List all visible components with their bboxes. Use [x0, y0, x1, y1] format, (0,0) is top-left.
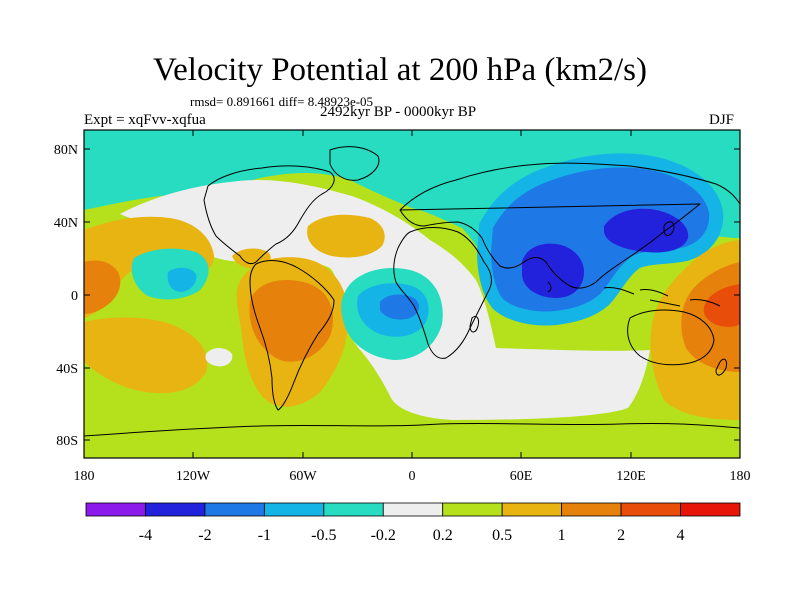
colorbar-swatch	[680, 502, 741, 517]
lon-tick-marks	[83, 130, 741, 458]
contour-spacific-orange	[84, 317, 208, 394]
colorbar-swatch	[145, 502, 206, 517]
colorbar-swatch	[442, 502, 503, 517]
colorbar-swatch	[263, 502, 325, 517]
contour-natlantic-orange	[307, 214, 385, 258]
colorbar-label: -0.2	[371, 527, 396, 544]
colorbar-label: -0.5	[311, 527, 336, 544]
lon-label: 0	[409, 469, 416, 484]
lat-label: 80N	[54, 143, 78, 158]
contour-npacific-orange-core	[84, 260, 121, 314]
lon-label: 60E	[510, 469, 533, 484]
contour-asia-cyan-ring	[476, 153, 724, 326]
colorbar-swatch	[501, 502, 563, 517]
colorbar-label: 2	[617, 527, 625, 544]
colorbar-label: -1	[258, 527, 271, 544]
lat-labels: 80N 40N 0 40S 80S	[54, 143, 78, 449]
colorbar-label: -2	[198, 527, 211, 544]
contour-samerica-core	[249, 280, 334, 362]
lon-label: 60W	[289, 469, 317, 484]
coastlines	[84, 146, 740, 437]
chart-title: Velocity Potential at 200 hPa (km2/s)	[152, 52, 648, 88]
lat-label: 80S	[56, 434, 78, 449]
experiment-label: Expt = xqFvv-xqfua	[84, 112, 206, 128]
colorbar-swatch	[85, 502, 146, 517]
contour-sepacific-white	[205, 348, 233, 367]
period-label: 2492kyr BP - 0000kyr BP	[320, 104, 477, 120]
contour-japan-core	[604, 208, 689, 253]
contour-wpacific-red	[703, 284, 740, 327]
colorbar-swatch	[382, 502, 444, 517]
contour-field	[84, 130, 740, 458]
lon-label: 120W	[176, 469, 211, 484]
colorbar-label: -4	[139, 527, 152, 544]
lat-label: 40N	[54, 216, 78, 231]
lon-label: 180	[74, 469, 95, 484]
colorbar-swatch	[561, 502, 622, 517]
colorbar-label: 4	[677, 527, 685, 544]
lat-label: 0	[71, 289, 78, 304]
colorbar-swatch	[204, 502, 265, 517]
lon-labels: 180 120W 60W 0 60E 120E 180	[74, 469, 751, 484]
lat-label: 40S	[56, 362, 78, 377]
lat-tick-marks	[84, 148, 740, 441]
colorbar-swatch	[620, 502, 681, 517]
colorbar-swatch	[323, 502, 384, 517]
contour-atlantic-blue-core	[380, 294, 419, 320]
lon-label: 120E	[616, 469, 646, 484]
colorbar-label: 0.5	[492, 527, 512, 544]
season-label: DJF	[709, 112, 735, 128]
lon-label: 180	[730, 469, 751, 484]
contour-epacific-cyan-core	[167, 267, 197, 292]
colorbar: -4 -2 -1 -0.5 -0.2 0.2 0.5 1 2 4	[85, 502, 741, 544]
colorbar-label: 0.2	[433, 527, 453, 544]
stats-label: rmsd= 0.891661 diff= 8.48923e-05	[190, 94, 374, 109]
colorbar-label: 1	[558, 527, 566, 544]
